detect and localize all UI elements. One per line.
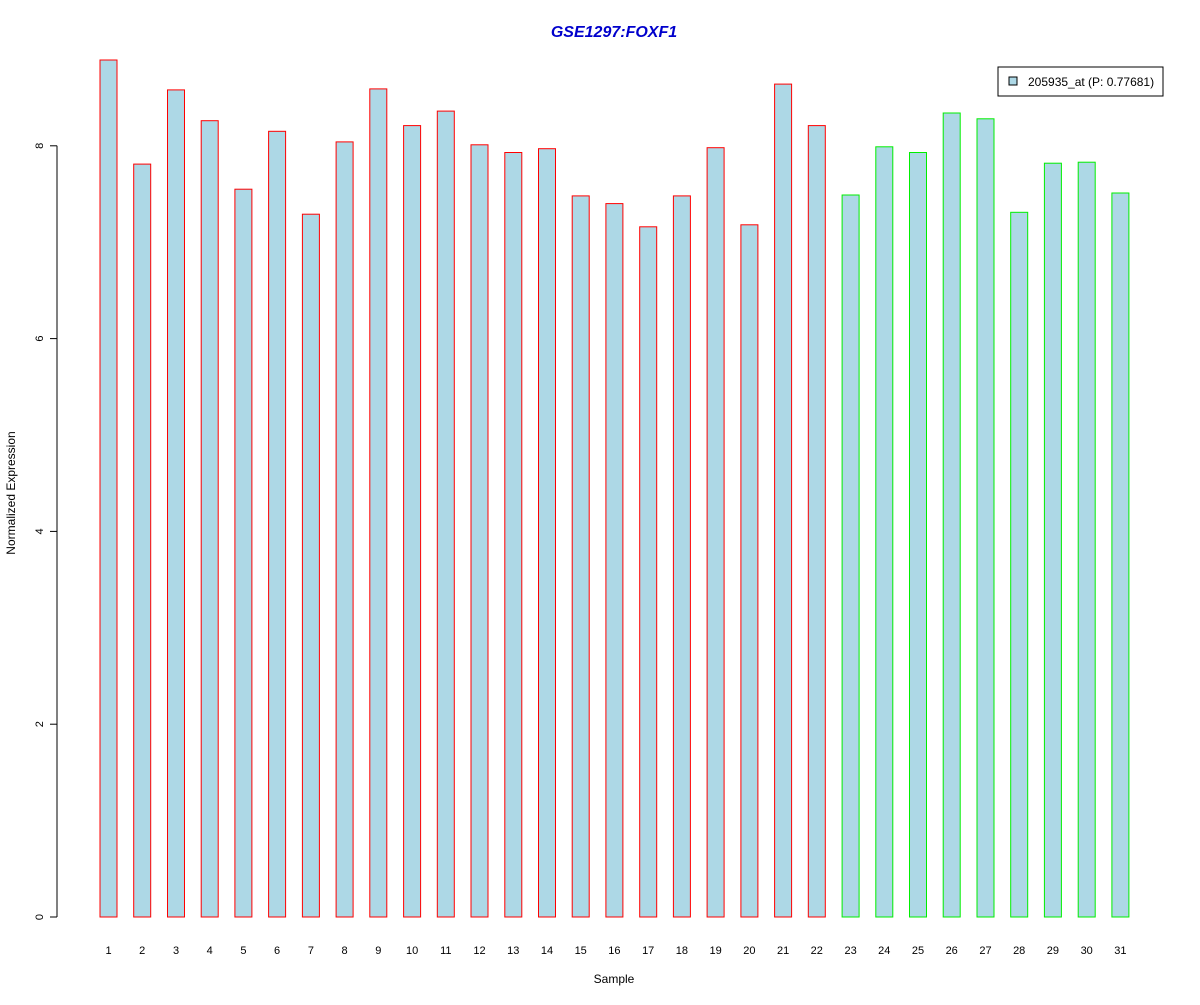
bar-sample-10 — [403, 125, 422, 918]
bar-sample-31 — [1111, 192, 1130, 918]
bar-sample-20 — [740, 224, 759, 918]
bar-sample-2 — [133, 163, 152, 918]
x-tick-label: 25 — [912, 945, 924, 957]
x-tick-label: 6 — [274, 945, 280, 957]
x-tick-label: 30 — [1081, 945, 1093, 957]
y-tick-label: 4 — [34, 528, 46, 534]
bar-sample-9 — [369, 88, 388, 918]
bar-sample-8 — [335, 141, 354, 918]
x-tick-label: 20 — [743, 945, 755, 957]
x-tick-label: 2 — [139, 945, 145, 957]
bar-sample-16 — [605, 203, 624, 918]
x-tick-label: 19 — [709, 945, 721, 957]
x-tick-labels: 1 2 3 4 5 6 7 8 9 10 11 12 13 14 15 16 17 18 19 20 21 22 23 24 2… — [105, 945, 1126, 957]
bar-sample-1 — [99, 59, 118, 918]
x-tick-label: 3 — [173, 945, 179, 957]
y-tick-label: 2 — [34, 721, 46, 727]
bars-group — [99, 59, 1130, 918]
x-tick-label: 27 — [979, 945, 991, 957]
bar-sample-3 — [167, 89, 185, 918]
legend-swatch — [1008, 76, 1018, 86]
x-tick-label: 9 — [375, 945, 381, 957]
legend-label: 205935_at (P: 0.77681) — [1028, 75, 1154, 89]
bar-sample-28 — [1010, 211, 1029, 918]
x-tick-label: 1 — [105, 945, 111, 957]
bar-sample-24 — [875, 146, 894, 918]
x-tick-label: 31 — [1114, 945, 1126, 957]
bar-sample-12 — [470, 144, 489, 918]
bar-sample-13 — [504, 152, 523, 918]
x-tick-label: 16 — [608, 945, 620, 957]
x-tick-label: 24 — [878, 945, 890, 957]
x-tick-label: 18 — [676, 945, 688, 957]
x-tick-label: 8 — [342, 945, 348, 957]
x-tick-label: 10 — [406, 945, 418, 957]
bar-sample-6 — [268, 130, 287, 918]
bar-sample-7 — [301, 213, 320, 918]
x-tick-label: 15 — [575, 945, 587, 957]
bar-sample-18 — [672, 195, 691, 918]
legend: 205935_at (P: 0.77681) — [997, 66, 1164, 97]
bar-sample-21 — [774, 83, 793, 918]
x-tick-label: 17 — [642, 945, 654, 957]
bar-sample-5 — [234, 188, 253, 918]
bar-sample-4 — [200, 120, 219, 918]
bar-sample-22 — [807, 125, 826, 918]
x-tick-label: 29 — [1047, 945, 1059, 957]
y-tick-label: 6 — [34, 336, 46, 342]
bar-sample-27 — [976, 118, 995, 918]
y-axis: 0 2 4 6 8 — [34, 143, 58, 920]
x-tick-label: 28 — [1013, 945, 1025, 957]
bar-sample-11 — [436, 110, 455, 918]
chart-title: GSE1297:FOXF1 — [551, 24, 677, 41]
x-tick-label: 22 — [811, 945, 823, 957]
x-tick-label: 5 — [240, 945, 246, 957]
bar-sample-19 — [706, 147, 725, 918]
bar-sample-25 — [909, 152, 927, 918]
y-axis-label: Normalized Expression — [4, 431, 18, 554]
x-tick-label: 14 — [541, 945, 553, 957]
x-tick-label: 12 — [473, 945, 485, 957]
bar-sample-29 — [1043, 162, 1062, 918]
bar-sample-17 — [639, 226, 658, 918]
bar-sample-30 — [1077, 161, 1096, 918]
legend-box — [997, 66, 1164, 97]
bar-sample-23 — [841, 194, 860, 918]
bar-sample-26 — [942, 112, 961, 918]
y-tick-label: 0 — [34, 914, 46, 920]
x-tick-label: 13 — [507, 945, 519, 957]
y-tick-label: 8 — [34, 143, 46, 149]
x-tick-label: 21 — [777, 945, 789, 957]
x-axis-label: Sample — [594, 972, 635, 986]
bar-sample-14 — [538, 148, 556, 918]
x-tick-label: 7 — [308, 945, 314, 957]
x-tick-label: 23 — [844, 945, 856, 957]
x-tick-label: 11 — [440, 945, 451, 957]
x-tick-label: 26 — [946, 945, 958, 957]
x-tick-label: 4 — [207, 945, 213, 957]
bar-sample-15 — [571, 195, 590, 918]
